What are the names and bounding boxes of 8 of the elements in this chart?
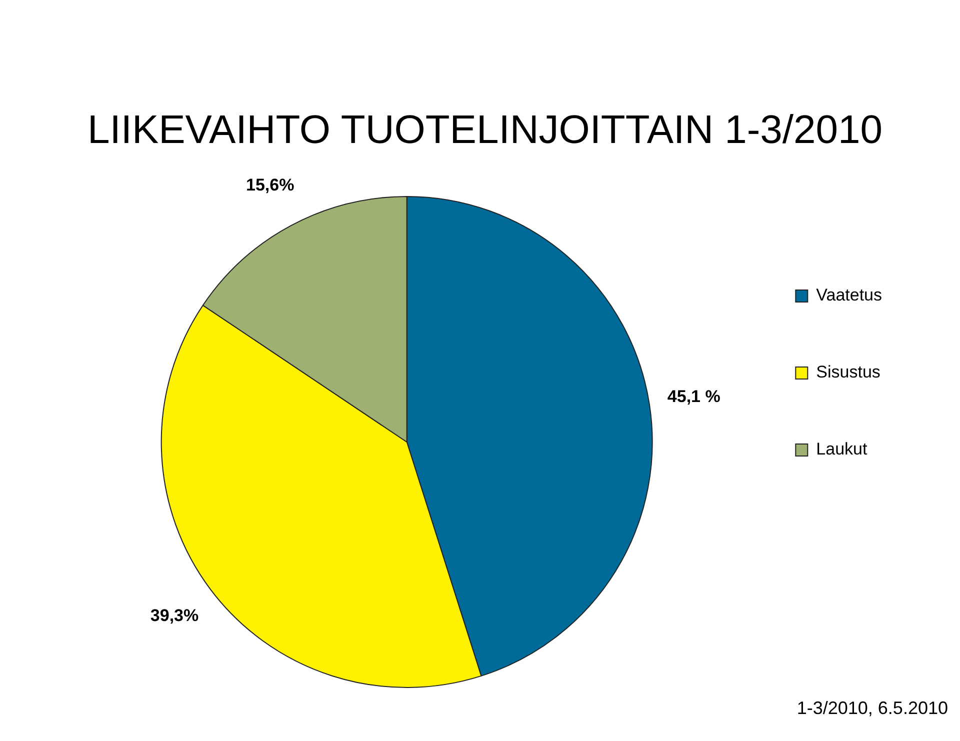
legend-label: Vaatetus <box>816 286 882 305</box>
text: 1-3/2010, 6.5.2010 <box>796 698 948 719</box>
data-label: 45,1 % <box>667 387 720 406</box>
legend-label: Sisustus <box>816 362 880 382</box>
data-label: 39,3% <box>150 606 199 626</box>
legend-label: Laukut <box>816 440 868 459</box>
data-label: 15,6% <box>246 175 294 194</box>
chart-title: LIIKEVAIHTO TUOTELINJOITTAIN 1-3/2010 <box>87 108 883 152</box>
